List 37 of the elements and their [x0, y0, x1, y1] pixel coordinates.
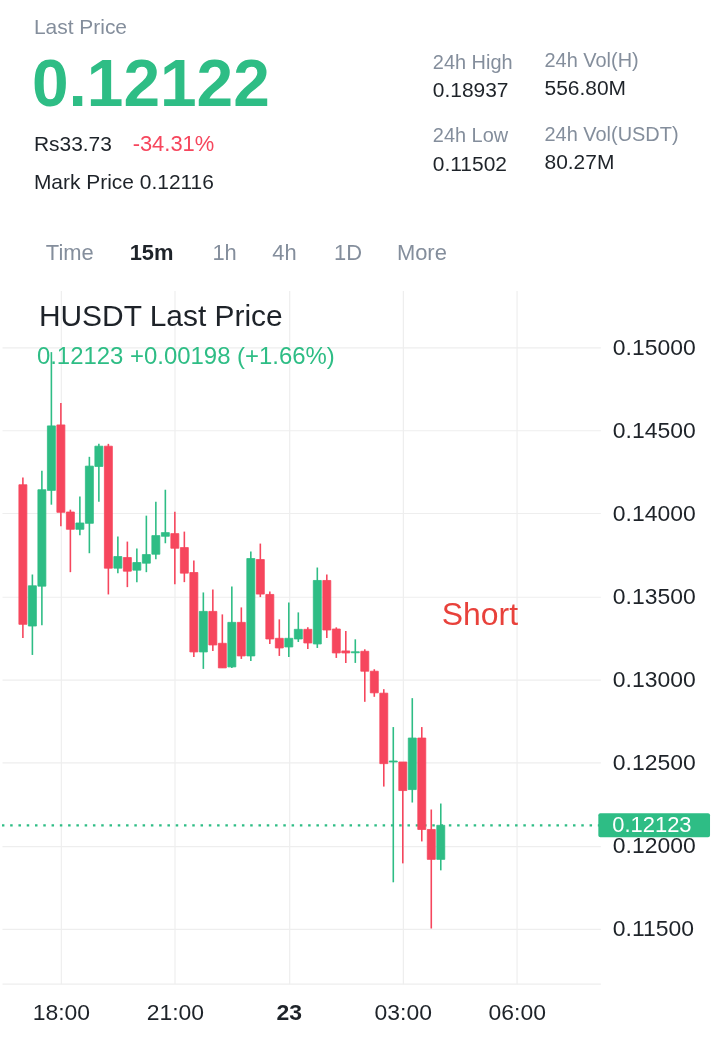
candlestick	[350, 638, 360, 664]
text: Last Price	[33, 15, 128, 39]
text: 24h High	[432, 51, 513, 74]
text: 4h	[272, 239, 297, 265]
y-tick-label: 0.14500	[612, 416, 696, 443]
text: 24h Low	[432, 124, 509, 147]
text: 1h	[212, 239, 237, 265]
y-tick-label: 0.14000	[612, 499, 696, 526]
text: 24h Vol(USDT)	[544, 123, 679, 146]
y-tick-label: 0.15000	[612, 333, 696, 360]
chart-title: HUSDT Last Price	[38, 298, 283, 332]
text: 15m	[129, 239, 174, 265]
text: Time	[45, 239, 94, 265]
text: More	[396, 239, 447, 265]
x-tick-label: 03:00	[374, 999, 432, 1026]
x-tick-label: 06:00	[488, 999, 546, 1026]
x-tick-label: 21:00	[146, 999, 205, 1026]
annotation: Short	[441, 595, 519, 632]
text: Mark Price 0.12116	[33, 169, 214, 193]
text: 0.18937	[432, 78, 509, 102]
text: 1D	[334, 239, 363, 265]
y-tick-label: 0.13500	[612, 582, 696, 609]
text: 556.80M	[544, 76, 626, 100]
text: 0.11502	[432, 151, 507, 175]
candlestick	[303, 626, 313, 650]
text: Rs33.73	[33, 132, 112, 156]
x-tick-label: 23	[276, 999, 303, 1026]
text: -34.31%	[132, 131, 215, 157]
candlestick	[113, 535, 123, 574]
y-tick-label: 0.11500	[612, 915, 694, 942]
y-tick-label: 0.13000	[612, 666, 696, 693]
candlestick	[122, 540, 132, 588]
x-tick-label: 18:00	[32, 999, 91, 1026]
y-tick-label: 0.12500	[612, 749, 696, 776]
text: 24h Vol(H)	[544, 49, 639, 72]
text: 80.27M	[544, 149, 615, 173]
text: 0.12122	[31, 46, 270, 121]
